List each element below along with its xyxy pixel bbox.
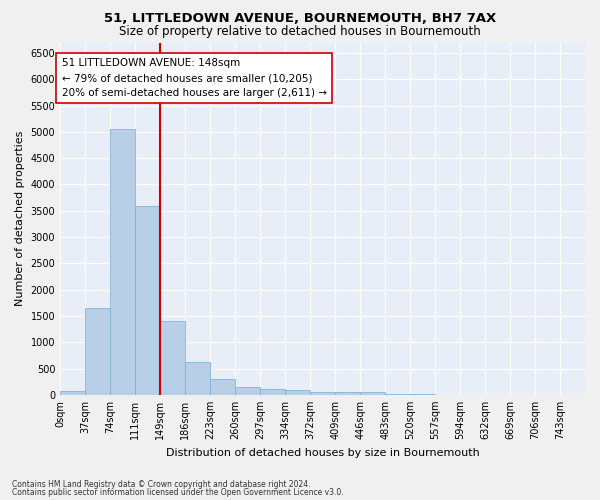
Bar [360,392,385,395]
Text: Size of property relative to detached houses in Bournemouth: Size of property relative to detached ho… [119,25,481,38]
Bar [285,390,310,395]
Text: 51, LITTLEDOWN AVENUE, BOURNEMOUTH, BH7 7AX: 51, LITTLEDOWN AVENUE, BOURNEMOUTH, BH7 … [104,12,496,26]
Bar [210,379,235,395]
Bar [385,394,410,395]
Bar [135,206,160,395]
Text: Contains HM Land Registry data © Crown copyright and database right 2024.: Contains HM Land Registry data © Crown c… [12,480,311,489]
Bar [85,308,110,395]
Bar [160,320,185,395]
Bar [310,392,335,395]
Text: Contains public sector information licensed under the Open Government Licence v3: Contains public sector information licen… [12,488,344,497]
Bar [110,128,135,395]
X-axis label: Distribution of detached houses by size in Bournemouth: Distribution of detached houses by size … [166,448,479,458]
Bar [60,391,85,395]
Bar [185,362,210,395]
Text: 51 LITTLEDOWN AVENUE: 148sqm
← 79% of detached houses are smaller (10,205)
20% o: 51 LITTLEDOWN AVENUE: 148sqm ← 79% of de… [62,58,326,98]
Bar [335,392,360,395]
Bar [235,388,260,395]
Y-axis label: Number of detached properties: Number of detached properties [15,131,25,306]
Bar [260,389,285,395]
Bar [410,394,435,395]
